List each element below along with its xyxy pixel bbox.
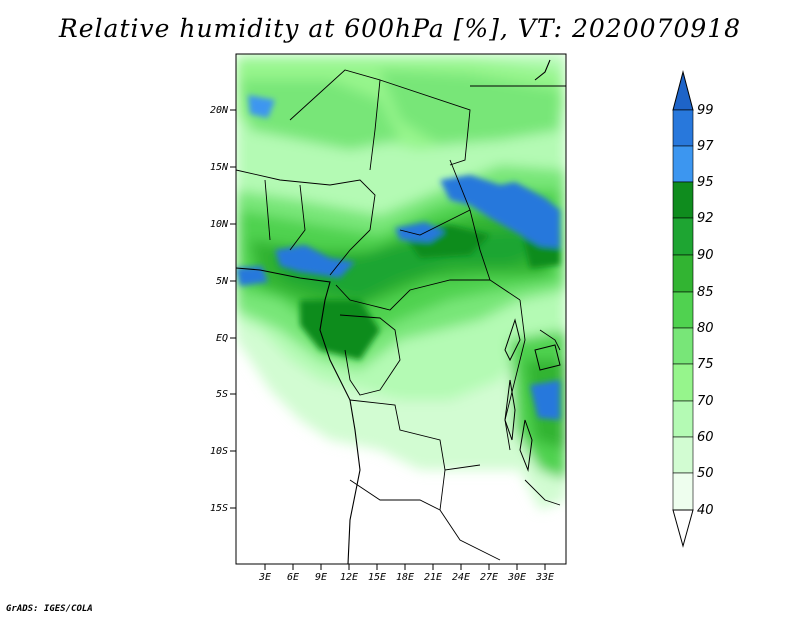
colorbar-label: 85 <box>697 285 714 300</box>
colorbar-segment <box>672 327 694 365</box>
colorbar-segment <box>672 363 694 402</box>
colorbar-bottom-arrow <box>672 509 694 548</box>
lon-tick-label: 6E <box>287 572 299 583</box>
colorbar-segment <box>672 254 694 293</box>
colorbar-label: 80 <box>697 321 714 336</box>
colorbar-label: 97 <box>697 139 714 154</box>
colorbar-label: 99 <box>697 103 714 118</box>
lat-tick-label: EQ <box>216 333 228 344</box>
colorbar-segment <box>672 109 694 147</box>
colorbar-segment <box>672 145 694 183</box>
lon-axis: 3E 6E 9E 12E 15E 18E 21E 24E 27E 30E 33E <box>258 564 554 583</box>
colorbar-label: 75 <box>697 357 714 372</box>
lon-tick-label: 27E <box>480 572 498 583</box>
colorbar-top-arrow <box>672 70 694 111</box>
lon-tick-label: 15E <box>368 572 386 583</box>
lon-tick-label: 9E <box>315 572 327 583</box>
lon-tick-label: 3E <box>258 572 271 583</box>
lon-tick-label: 24E <box>452 572 470 583</box>
lon-tick-label: 33E <box>535 572 554 583</box>
colorbar-label: 60 <box>697 430 714 445</box>
country-borders <box>236 69 566 561</box>
colorbar-label: 90 <box>697 248 714 263</box>
lat-tick-label: 5N <box>216 276 229 287</box>
lat-axis: 20N 15N 10N 5N EQ 5S 10S 15S <box>210 105 236 514</box>
colorbar: 99 97 95 92 90 85 80 75 70 60 50 40 <box>672 70 714 548</box>
lat-tick-label: 15N <box>210 162 229 173</box>
colorbar-label: 95 <box>697 175 714 190</box>
lon-tick-label: 30E <box>507 572 526 583</box>
colorbar-segment <box>672 400 694 438</box>
map-title: Relative humidity at 600hPa [%], VT: 202… <box>58 14 742 43</box>
lakes <box>504 318 561 472</box>
colorbar-segment <box>672 436 694 474</box>
coastline <box>236 59 551 564</box>
lon-tick-label: 12E <box>340 572 358 583</box>
colorbar-label: 40 <box>697 503 714 518</box>
lat-tick-label: 10S <box>210 446 228 457</box>
lon-tick-label: 21E <box>424 572 442 583</box>
humidity-field <box>236 54 566 564</box>
colorbar-segment <box>672 291 694 329</box>
lat-tick-label: 20N <box>210 105 229 116</box>
map-frame <box>235 53 567 565</box>
colorbar-segment <box>672 472 694 511</box>
colorbar-label: 70 <box>697 394 714 409</box>
colorbar-segment <box>672 217 694 256</box>
lat-tick-label: 5S <box>216 389 228 400</box>
colorbar-label: 92 <box>697 211 714 226</box>
lon-tick-label: 18E <box>396 572 414 583</box>
lat-tick-label: 15S <box>210 503 228 514</box>
lat-tick-label: 10N <box>210 219 229 230</box>
grads-credit: GrADS: IGES/COLA <box>6 604 93 614</box>
colorbar-segment <box>672 181 694 219</box>
colorbar-label: 50 <box>697 466 714 481</box>
